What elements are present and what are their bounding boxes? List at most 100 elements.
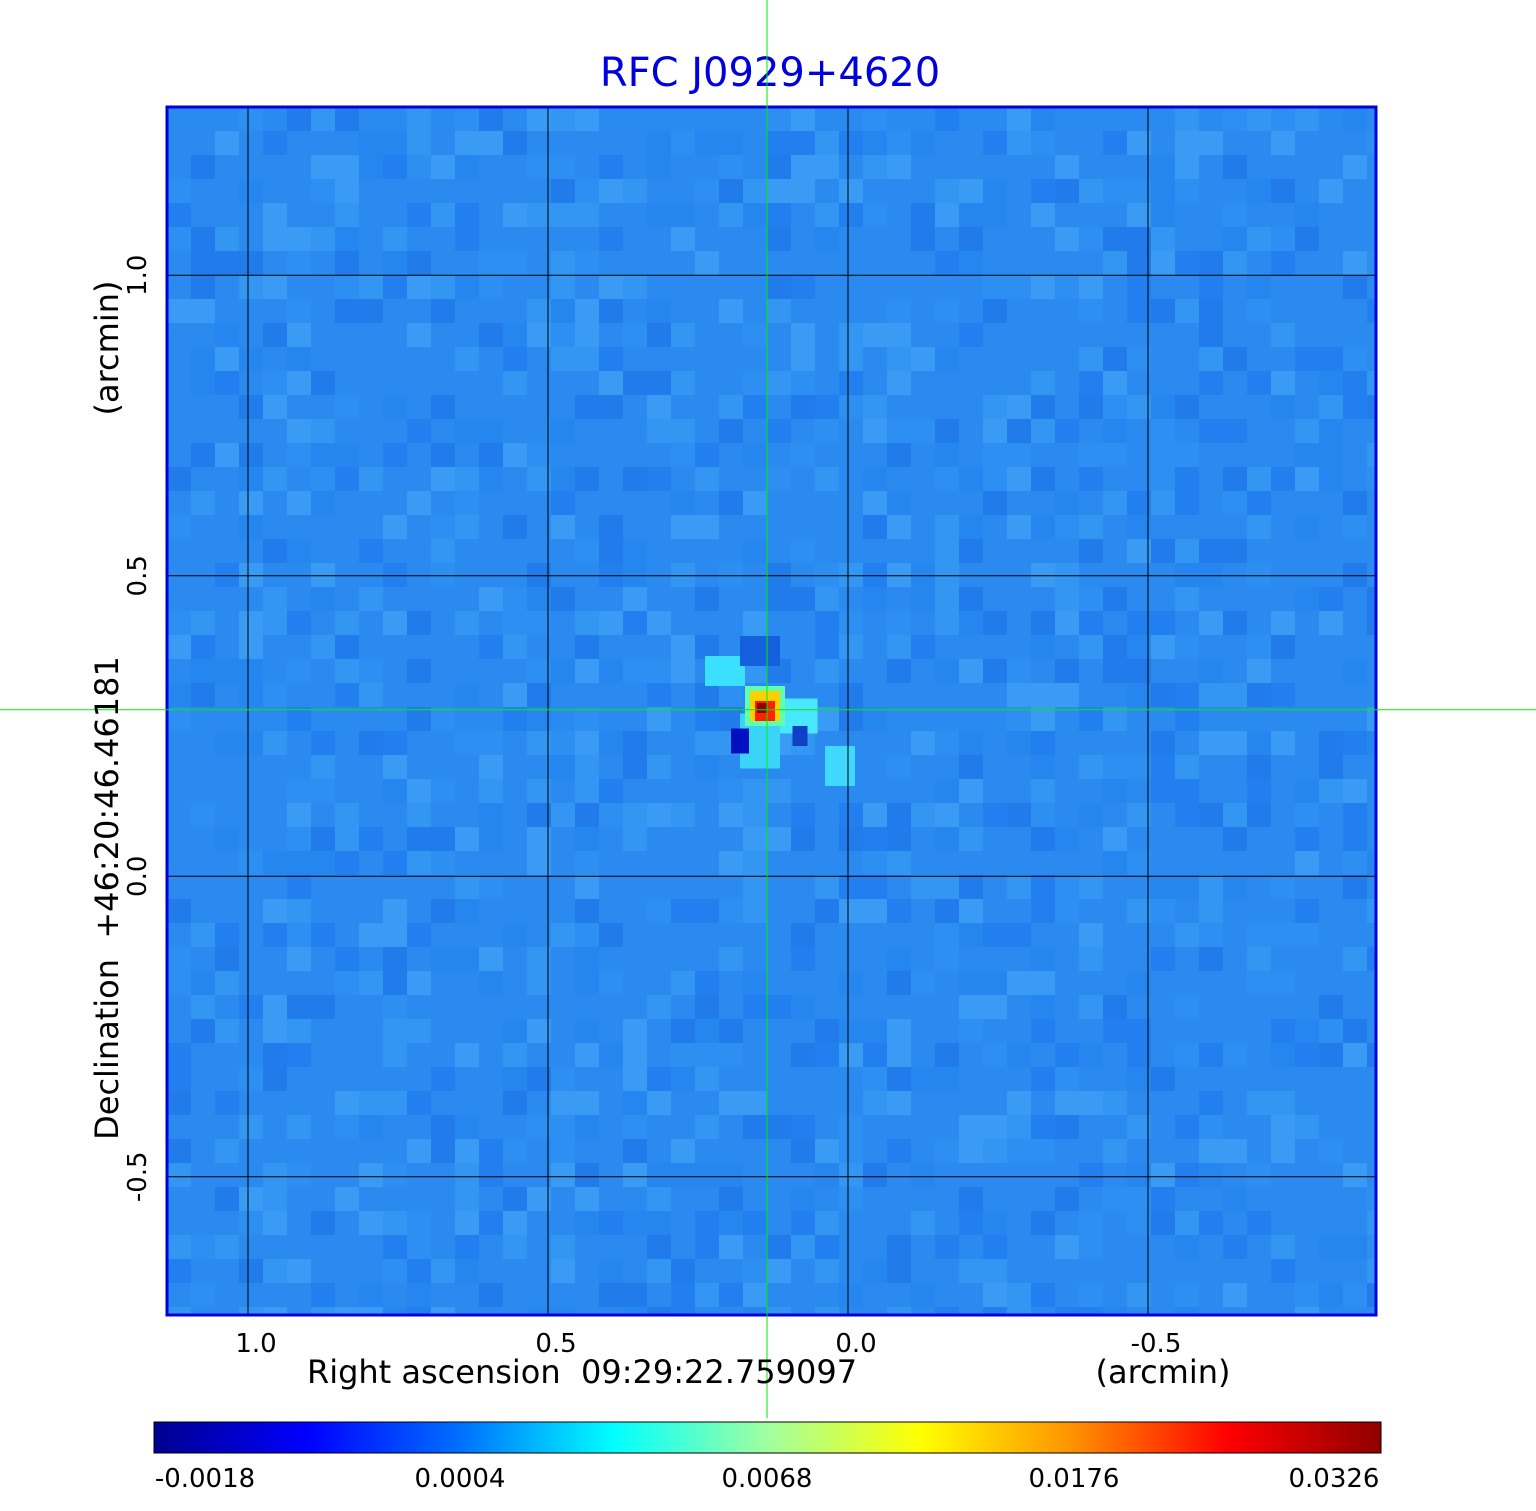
- noise-cell: [719, 299, 743, 323]
- noise-cell: [455, 347, 479, 371]
- noise-cell: [239, 611, 263, 635]
- noise-cell: [839, 683, 863, 707]
- noise-cell: [719, 1019, 743, 1043]
- noise-cell: [263, 1067, 287, 1091]
- noise-cell: [1079, 179, 1103, 203]
- noise-cell: [647, 1211, 671, 1235]
- noise-cell: [623, 371, 647, 395]
- noise-cell: [1127, 1043, 1151, 1067]
- noise-cell: [911, 971, 935, 995]
- noise-cell: [191, 611, 215, 635]
- noise-cell: [1247, 299, 1271, 323]
- noise-cell: [599, 803, 623, 827]
- noise-cell: [791, 347, 815, 371]
- noise-cell: [407, 1211, 431, 1235]
- noise-cell: [1055, 1067, 1079, 1091]
- noise-cell: [215, 899, 239, 923]
- noise-cell: [1031, 395, 1055, 419]
- noise-cell: [983, 1283, 1007, 1307]
- noise-cell: [983, 1259, 1007, 1283]
- noise-cell: [815, 851, 839, 875]
- noise-cell: [1175, 395, 1199, 419]
- noise-cell: [1007, 755, 1031, 779]
- noise-cell: [503, 1043, 527, 1067]
- noise-cell: [1007, 995, 1031, 1019]
- noise-cell: [311, 995, 335, 1019]
- noise-cell: [551, 1067, 575, 1091]
- noise-cell: [1247, 251, 1271, 275]
- noise-cell: [1007, 107, 1031, 131]
- noise-cell: [1319, 611, 1343, 635]
- noise-cell: [719, 491, 743, 515]
- noise-cell: [671, 155, 695, 179]
- noise-cell: [887, 779, 911, 803]
- noise-cell: [767, 275, 791, 299]
- noise-cell: [815, 1043, 839, 1067]
- noise-cell: [983, 803, 1007, 827]
- noise-cell: [1271, 251, 1295, 275]
- noise-cell: [791, 899, 815, 923]
- noise-cell: [959, 203, 983, 227]
- noise-cell: [215, 731, 239, 755]
- noise-cell: [1055, 659, 1079, 683]
- noise-cell: [1175, 1115, 1199, 1139]
- noise-cell: [191, 995, 215, 1019]
- noise-cell: [215, 1187, 239, 1211]
- noise-cell: [503, 707, 527, 731]
- noise-cell: [191, 1283, 215, 1307]
- noise-cell: [167, 1163, 191, 1187]
- noise-cell: [1055, 971, 1079, 995]
- noise-cell: [239, 443, 263, 467]
- noise-cell: [1127, 899, 1151, 923]
- noise-cell: [455, 227, 479, 251]
- noise-cell: [863, 1163, 887, 1187]
- noise-cell: [935, 971, 959, 995]
- noise-cell: [695, 1283, 719, 1307]
- noise-cell: [383, 1211, 407, 1235]
- noise-cell: [719, 1043, 743, 1067]
- noise-cell: [1199, 899, 1223, 923]
- noise-cell: [767, 227, 791, 251]
- noise-cell: [959, 587, 983, 611]
- noise-cell: [1247, 371, 1271, 395]
- noise-cell: [959, 731, 983, 755]
- noise-cell: [599, 155, 623, 179]
- noise-cell: [743, 1091, 767, 1115]
- noise-cell: [527, 443, 551, 467]
- noise-cell: [1103, 179, 1127, 203]
- noise-cell: [791, 1187, 815, 1211]
- noise-cell: [455, 1259, 479, 1283]
- noise-cell: [1007, 1115, 1031, 1139]
- noise-cell: [167, 1043, 191, 1067]
- noise-cell: [623, 1043, 647, 1067]
- noise-cell: [1271, 227, 1295, 251]
- noise-cell: [431, 563, 455, 587]
- noise-cell: [191, 683, 215, 707]
- noise-cell: [335, 851, 359, 875]
- noise-cell: [503, 443, 527, 467]
- noise-cell: [743, 395, 767, 419]
- noise-cell: [1319, 779, 1343, 803]
- noise-cell: [335, 827, 359, 851]
- noise-cell: [1127, 611, 1151, 635]
- noise-cell: [1295, 467, 1319, 491]
- noise-cell: [335, 155, 359, 179]
- noise-cell: [455, 515, 479, 539]
- noise-cell: [863, 1307, 887, 1315]
- noise-cell: [599, 299, 623, 323]
- noise-cell: [407, 419, 431, 443]
- noise-cell: [503, 1163, 527, 1187]
- noise-cell: [431, 587, 455, 611]
- noise-cell: [719, 1091, 743, 1115]
- noise-cell: [623, 539, 647, 563]
- noise-cell: [551, 1115, 575, 1139]
- noise-cell: [167, 467, 191, 491]
- noise-cell: [911, 131, 935, 155]
- noise-cell: [743, 323, 767, 347]
- noise-cell: [263, 683, 287, 707]
- noise-cell: [431, 299, 455, 323]
- noise-cell: [1271, 587, 1295, 611]
- noise-cell: [863, 1259, 887, 1283]
- coordinate-grid: [167, 107, 1376, 1315]
- noise-cell: [935, 587, 959, 611]
